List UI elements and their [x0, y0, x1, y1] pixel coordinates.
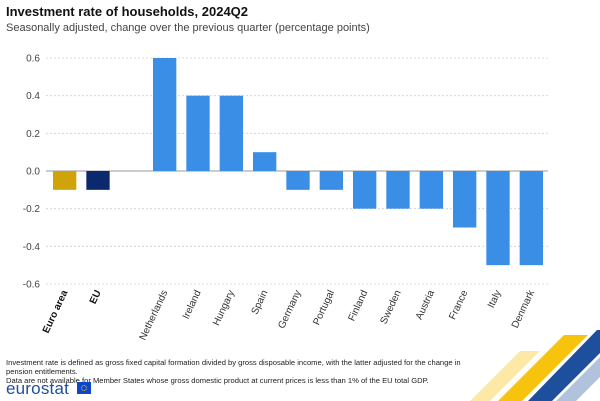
x-tick-label: France — [447, 288, 470, 321]
y-tick-label: -0.2 — [23, 204, 41, 215]
eu-flag-icon — [77, 382, 91, 394]
bar-austria[interactable] — [419, 171, 443, 209]
x-tick-label: Italy — [486, 289, 504, 310]
bar-netherlands[interactable] — [153, 58, 177, 171]
bar-germany[interactable] — [286, 171, 310, 190]
y-tick-label: 0.6 — [26, 54, 40, 65]
bar-spain[interactable] — [253, 152, 277, 171]
bars — [53, 58, 543, 266]
y-axis-ticks: 0.6 0.4 0.2 0.0 -0.2 -0.4 -0.6 — [23, 54, 41, 291]
eurostat-logo: eurostat — [6, 379, 70, 398]
bar-chart: 0.6 0.4 0.2 0.0 -0.2 -0.4 -0.6 Euro area EU Neth… — [23, 54, 548, 342]
x-tick-label: EU — [88, 289, 104, 306]
bar-euro-area[interactable] — [53, 171, 77, 190]
y-tick-label: 0.2 — [26, 129, 40, 140]
chart-subtitle: Seasonally adjusted, change over the pre… — [6, 22, 370, 34]
bar-italy[interactable] — [486, 171, 510, 266]
footnotes: Investment rate is defined as gross fixe… — [6, 358, 476, 385]
y-tick-label: 0.4 — [26, 91, 40, 102]
x-tick-label: Portugal — [311, 289, 337, 327]
x-tick-label: Spain — [250, 289, 271, 317]
bar-france[interactable] — [453, 171, 477, 228]
x-tick-label: Austria — [414, 288, 437, 321]
x-tick-label: Germany — [276, 289, 303, 331]
footnote-2: Data are not available for Member States… — [6, 376, 429, 385]
x-tick-label: Finland — [347, 289, 371, 323]
bar-finland[interactable] — [353, 171, 377, 209]
x-tick-label: Ireland — [181, 289, 204, 321]
y-tick-label: -0.6 — [23, 280, 41, 291]
x-axis-ticks: Euro area EU Netherlands Ireland Hungary Spai… — [41, 288, 538, 342]
bar-eu[interactable] — [86, 171, 110, 190]
x-tick-label: Hungary — [211, 289, 237, 328]
chart-title: Investment rate of households, 2024Q2 — [6, 4, 249, 19]
x-tick-label: Netherlands — [138, 289, 171, 343]
brand-stripes-decoration — [470, 330, 600, 401]
bar-hungary[interactable] — [219, 95, 243, 171]
bar-ireland[interactable] — [186, 95, 210, 171]
x-tick-label: Euro area — [41, 288, 71, 335]
x-tick-label: Sweden — [378, 289, 403, 326]
bar-portugal[interactable] — [319, 171, 343, 190]
y-tick-label: 0.0 — [26, 167, 40, 178]
x-tick-label: Denmark — [510, 288, 538, 330]
bar-denmark[interactable] — [519, 171, 543, 266]
footnote-1: Investment rate is defined as gross fixe… — [6, 358, 461, 376]
y-tick-label: -0.4 — [23, 242, 41, 253]
bar-sweden[interactable] — [386, 171, 410, 209]
